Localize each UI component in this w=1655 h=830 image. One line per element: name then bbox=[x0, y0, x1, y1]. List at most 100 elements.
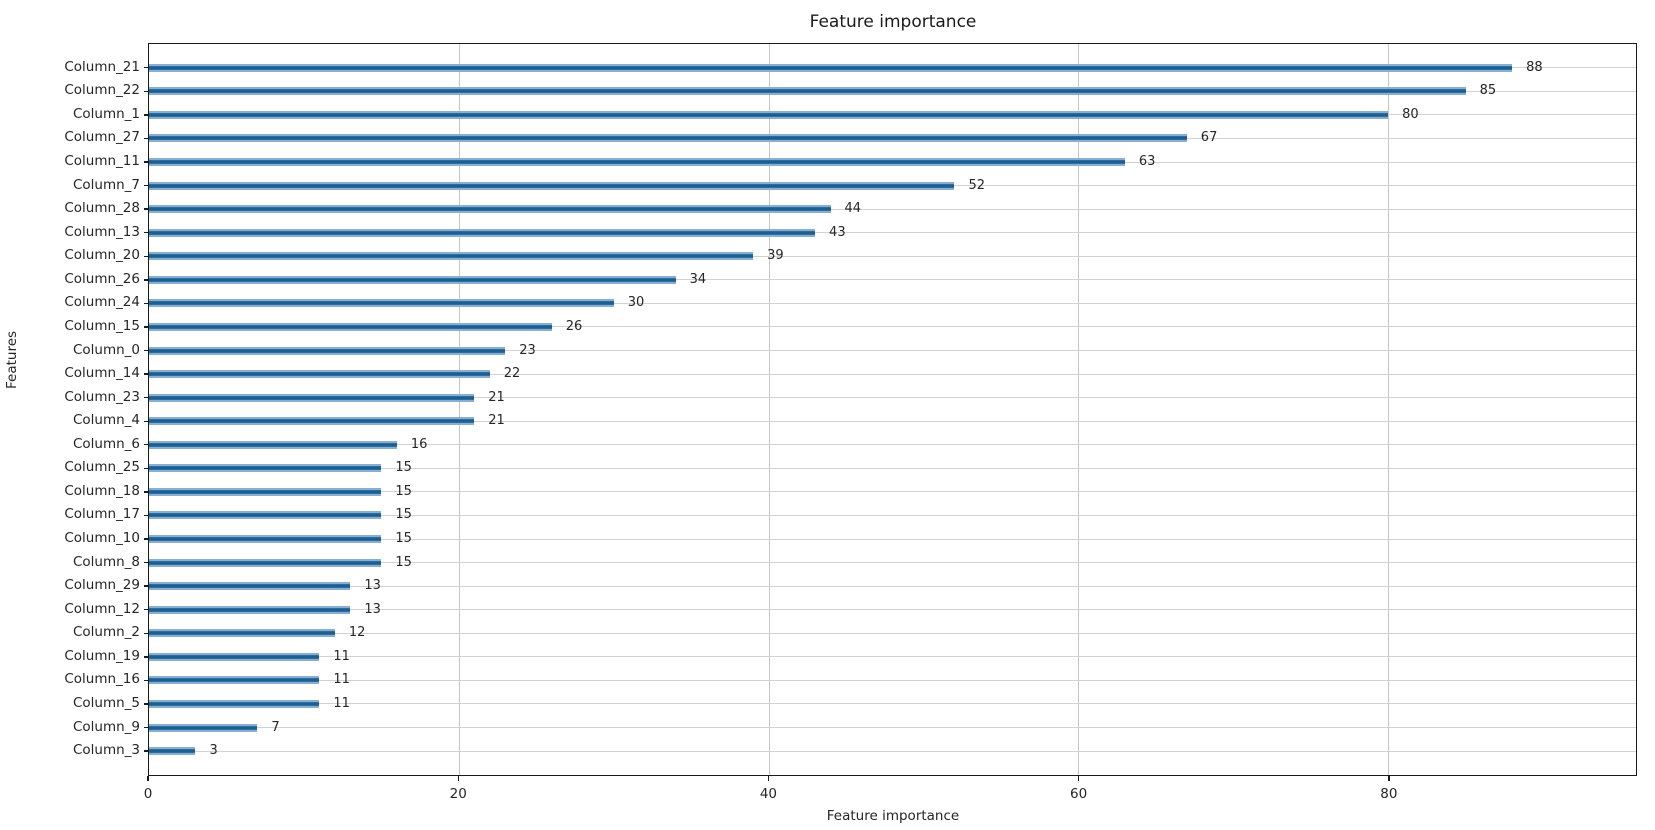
vertical-gridline bbox=[768, 44, 770, 775]
bar-value-label: 67 bbox=[1200, 130, 1218, 146]
y-tick-label: Column_21 bbox=[64, 58, 140, 75]
bar-row: Column_13 43 bbox=[64, 221, 1636, 245]
bar bbox=[149, 205, 831, 214]
bar-row: Column_4 21 bbox=[73, 409, 1636, 433]
vertical-gridline bbox=[1078, 44, 1080, 775]
bar-value-label: 12 bbox=[348, 625, 366, 641]
bar-value-label: 16 bbox=[410, 437, 428, 453]
bar-row: Column_6 16 bbox=[73, 433, 1636, 457]
y-tick-label: Column_14 bbox=[64, 365, 140, 382]
bar-row: Column_29 13 bbox=[64, 574, 1636, 598]
bar-row: Column_16 11 bbox=[64, 669, 1636, 693]
bar-row: Column_15 26 bbox=[64, 315, 1636, 339]
x-tick-label: 20 bbox=[449, 786, 467, 802]
x-tick-label: 0 bbox=[143, 786, 153, 802]
x-tick-mark bbox=[767, 776, 770, 781]
bar-row: Column_11 63 bbox=[64, 150, 1636, 174]
bar-row: Column_28 44 bbox=[64, 197, 1636, 221]
y-tick-label: Column_18 bbox=[64, 482, 140, 499]
bar bbox=[149, 346, 506, 355]
bar-row: Column_25 15 bbox=[64, 457, 1636, 481]
y-tick-label: Column_0 bbox=[72, 341, 140, 358]
bar bbox=[149, 582, 351, 591]
y-tick-label: Column_7 bbox=[72, 176, 140, 193]
bar bbox=[149, 110, 1389, 119]
bar-row: Column_8 15 bbox=[73, 551, 1636, 575]
bar-value-label: 34 bbox=[689, 272, 707, 288]
bar-value-label: 15 bbox=[395, 554, 412, 570]
bar bbox=[149, 275, 676, 284]
bar-row: Column_18 15 bbox=[64, 480, 1636, 504]
bar bbox=[149, 699, 320, 708]
bar-value-label: 26 bbox=[565, 319, 583, 335]
y-tick-label: Column_15 bbox=[64, 317, 140, 334]
bar-row: Column_12 13 bbox=[64, 598, 1636, 622]
y-tick-label: Column_2 bbox=[72, 624, 140, 641]
bar-value-label: 85 bbox=[1479, 83, 1497, 99]
y-tick-label: Column_25 bbox=[64, 459, 140, 476]
y-tick-label: Column_27 bbox=[64, 129, 140, 146]
bar-value-label: 22 bbox=[503, 366, 521, 382]
y-tick-label: Column_24 bbox=[64, 294, 140, 311]
bar bbox=[149, 181, 955, 190]
y-tick-label: Column_10 bbox=[64, 530, 140, 547]
y-tick-label: Column_8 bbox=[72, 553, 140, 570]
bar bbox=[149, 228, 816, 237]
bar bbox=[149, 134, 1187, 143]
y-tick-label: Column_6 bbox=[72, 435, 140, 452]
bar bbox=[149, 393, 475, 402]
bar-value-label: 39 bbox=[767, 248, 784, 264]
x-tick-label: 40 bbox=[759, 786, 777, 802]
bar-value-label: 15 bbox=[395, 507, 412, 523]
bar bbox=[149, 747, 196, 756]
y-tick-label: Column_1 bbox=[72, 105, 140, 122]
bar-value-label: 7 bbox=[271, 719, 280, 735]
bar-row: Column_23 21 bbox=[64, 386, 1636, 410]
bar bbox=[149, 87, 1466, 96]
x-tick-mark bbox=[1388, 776, 1390, 781]
plot-area: Column_21 88 Column_22 85 Column_1 80 Column_2… bbox=[64, 43, 1637, 776]
bar-row: Column_0 23 bbox=[73, 339, 1636, 363]
bar-value-label: 21 bbox=[488, 389, 505, 405]
x-tick-mark bbox=[457, 776, 459, 781]
bar bbox=[149, 676, 320, 685]
bar-value-label: 88 bbox=[1526, 60, 1543, 76]
bar-value-label: 11 bbox=[333, 672, 350, 688]
x-tick-label: 60 bbox=[1070, 786, 1088, 802]
bar-row: Column_27 67 bbox=[64, 127, 1636, 151]
y-tick-label: Column_19 bbox=[64, 647, 140, 664]
chart-title: Feature importance bbox=[809, 12, 977, 32]
bar bbox=[149, 487, 382, 496]
bar-value-label: 15 bbox=[395, 460, 412, 476]
vertical-gridlines bbox=[149, 44, 1636, 775]
bar bbox=[149, 652, 320, 661]
bar-row: Column_26 34 bbox=[64, 268, 1636, 292]
bar-value-label: 80 bbox=[1402, 107, 1419, 123]
y-tick-label: Column_16 bbox=[64, 671, 140, 688]
bar-row: Column_2 12 bbox=[73, 622, 1636, 646]
bar-row: Column_22 85 bbox=[64, 80, 1636, 104]
bar-value-label: 52 bbox=[968, 177, 985, 193]
bar bbox=[149, 535, 382, 544]
y-tick-label: Column_26 bbox=[64, 270, 140, 287]
bar-value-label: 13 bbox=[364, 578, 381, 594]
y-tick-label: Column_20 bbox=[64, 247, 140, 264]
bar bbox=[149, 299, 614, 308]
y-tick-label: Column_9 bbox=[72, 718, 140, 735]
bar-rows: Column_21 88 Column_22 85 Column_1 80 Column_2… bbox=[64, 44, 1636, 775]
bar-row: Column_9 7 bbox=[73, 716, 1636, 740]
bar-row: Column_14 22 bbox=[64, 362, 1636, 386]
bar-value-label: 13 bbox=[364, 601, 381, 617]
bar-row: Column_5 11 bbox=[73, 692, 1636, 716]
bar bbox=[149, 158, 1125, 167]
bar-value-label: 3 bbox=[209, 743, 218, 759]
x-tick-mark bbox=[147, 776, 149, 781]
y-tick-label: Column_12 bbox=[64, 600, 140, 617]
bar-row: Column_17 15 bbox=[64, 504, 1636, 528]
bar-value-label: 44 bbox=[844, 201, 862, 217]
y-axis-label: Features bbox=[4, 330, 20, 389]
y-tick-label: Column_29 bbox=[64, 577, 140, 594]
bar-value-label: 43 bbox=[829, 224, 846, 240]
bar-value-label: 30 bbox=[627, 295, 645, 311]
